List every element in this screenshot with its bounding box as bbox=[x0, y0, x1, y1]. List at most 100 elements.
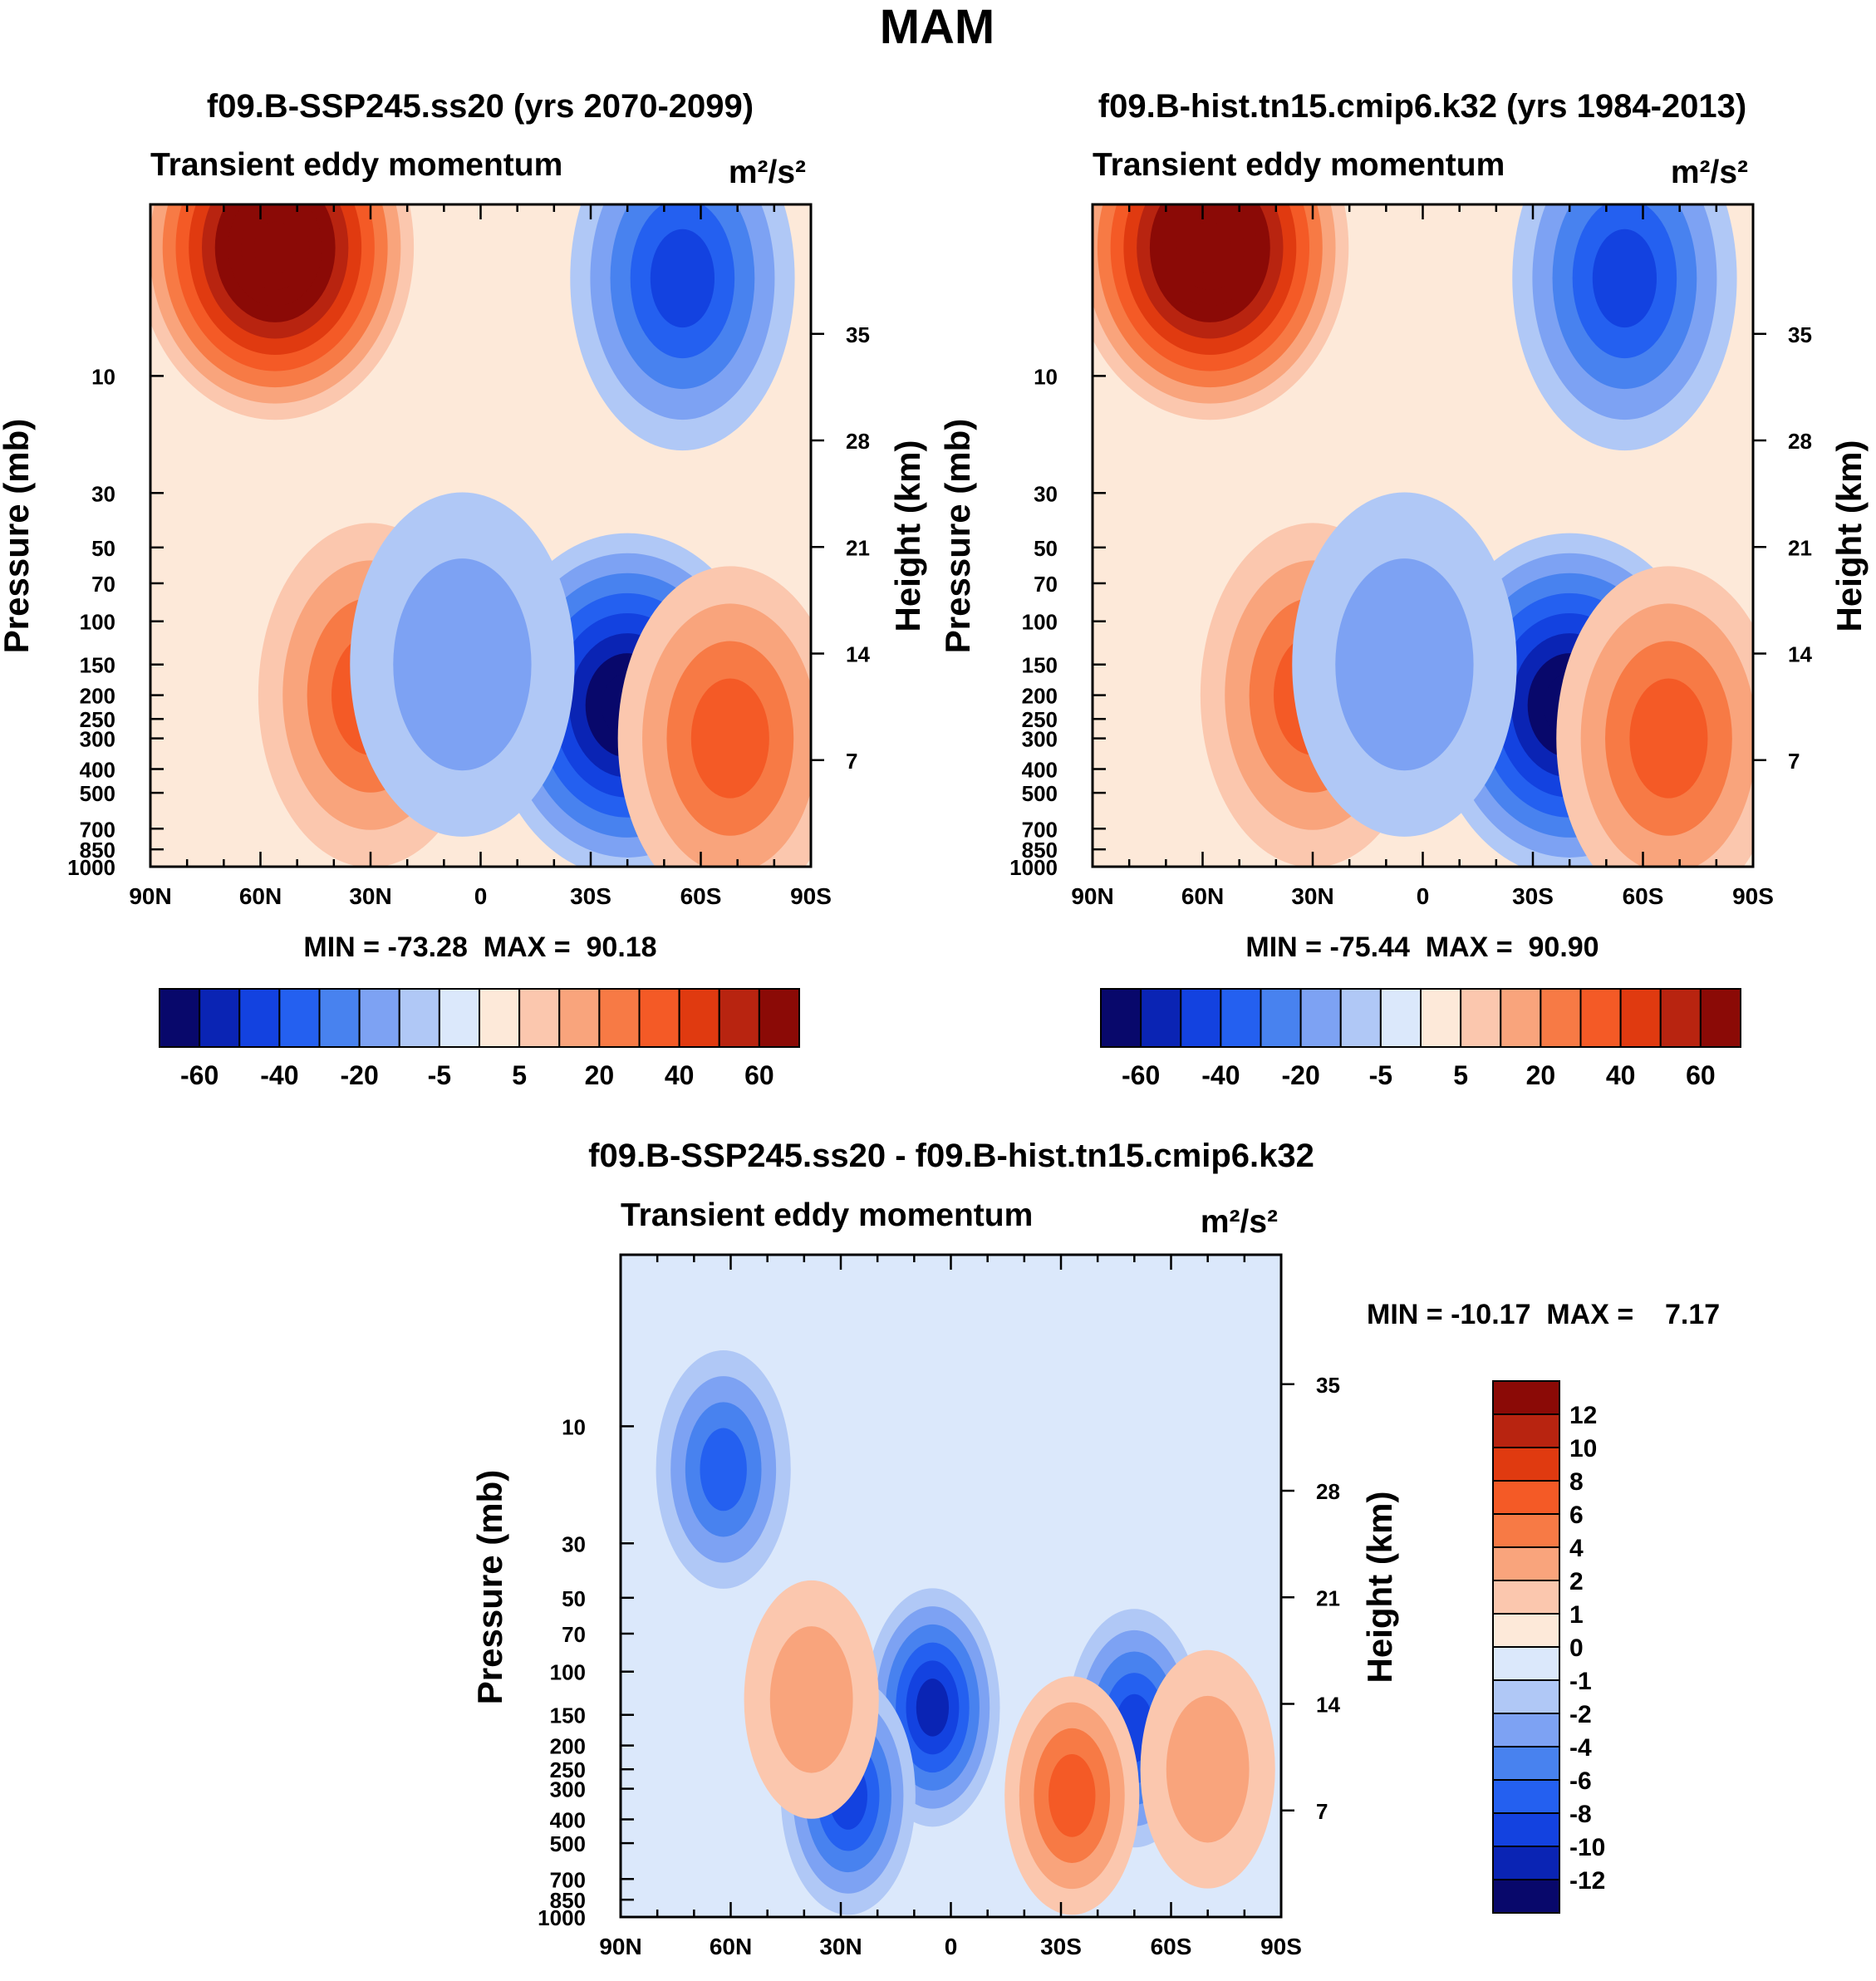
colorbar-box bbox=[1460, 988, 1502, 1048]
panel-title: f09.B-SSP245.ss20 (yrs 2070-2099) bbox=[207, 88, 754, 125]
colorbar-box bbox=[1492, 1513, 1560, 1548]
x-tick-label: 60S bbox=[1151, 1934, 1192, 1959]
y-tick-label: 500 bbox=[550, 1831, 586, 1856]
colorbar-box bbox=[1299, 988, 1342, 1048]
colorbar-box bbox=[1492, 1879, 1560, 1914]
contour-level bbox=[690, 678, 769, 799]
panel-diff: f09.B-SSP245.ss20 - f09.B-hist.tn15.cmip… bbox=[470, 1138, 1720, 1959]
y-tick-label: 100 bbox=[1022, 610, 1058, 635]
colorbar-label: -4 bbox=[1569, 1734, 1592, 1762]
contour-feature bbox=[1556, 566, 1753, 867]
y-tick-label: 400 bbox=[550, 1807, 586, 1832]
contour-feature bbox=[570, 204, 795, 451]
colorbar-box bbox=[479, 988, 521, 1048]
colorbar-label: 1 bbox=[1569, 1601, 1584, 1629]
panel-hist: f09.B-hist.tn15.cmip6.k32 (yrs 1984-2013… bbox=[938, 88, 1869, 1090]
colorbar-box bbox=[758, 988, 800, 1048]
y-tick-label: 100 bbox=[550, 1660, 586, 1685]
colorbar-box bbox=[1579, 988, 1622, 1048]
colorbar-box bbox=[1100, 988, 1142, 1048]
colorbar-box bbox=[1492, 1613, 1560, 1648]
y-axis-label: Pressure (mb) bbox=[938, 419, 977, 653]
colorbar-label: 12 bbox=[1569, 1402, 1597, 1429]
y-tick-label: 100 bbox=[80, 610, 115, 635]
colorbar-label: 60 bbox=[1686, 1060, 1716, 1090]
colorbar-label: -40 bbox=[260, 1060, 298, 1090]
y-tick-label: 700 bbox=[80, 817, 115, 842]
colorbar-label: 60 bbox=[744, 1060, 774, 1090]
contour-level bbox=[769, 1626, 853, 1773]
y-tick-label: 1000 bbox=[67, 855, 115, 880]
y2-tick-label: 21 bbox=[1316, 1585, 1340, 1610]
contour-level bbox=[393, 558, 532, 771]
contour-level bbox=[650, 229, 715, 328]
y2-axis-label: Height (km) bbox=[888, 440, 927, 632]
colorbar-label: -5 bbox=[1369, 1060, 1392, 1090]
contour-feature bbox=[1140, 1649, 1275, 1889]
y-tick-label: 850 bbox=[550, 1888, 586, 1913]
contour-level bbox=[916, 1679, 950, 1737]
x-tick-label: 90N bbox=[1071, 883, 1113, 909]
colorbar-label: -40 bbox=[1201, 1060, 1240, 1090]
y-tick-label: 400 bbox=[1022, 757, 1058, 782]
contour-feature bbox=[1512, 204, 1737, 451]
y-tick-label: 850 bbox=[80, 838, 115, 863]
colorbar-box bbox=[1339, 988, 1382, 1048]
panel-subtitle: Transient eddy momentum bbox=[621, 1197, 1033, 1233]
contour-feature bbox=[656, 1349, 791, 1589]
plot-area bbox=[1093, 204, 1753, 867]
panel-title: f09.B-hist.tn15.cmip6.k32 (yrs 1984-2013… bbox=[1098, 88, 1746, 125]
colorbar-box bbox=[1492, 1546, 1560, 1581]
y-tick-label: 30 bbox=[1034, 481, 1058, 506]
colorbar-box bbox=[1492, 1447, 1560, 1482]
y-tick-label: 250 bbox=[1022, 707, 1058, 732]
colorbar-box bbox=[438, 988, 480, 1048]
y-tick-label: 250 bbox=[550, 1757, 586, 1782]
units-label: m²/s² bbox=[1201, 1204, 1278, 1240]
colorbar-box bbox=[238, 988, 281, 1048]
colorbar-label: 0 bbox=[1569, 1634, 1584, 1662]
colorbar-label: 6 bbox=[1569, 1502, 1584, 1529]
y-tick-label: 30 bbox=[91, 481, 115, 506]
y2-tick-label: 35 bbox=[846, 322, 870, 347]
colorbar-box bbox=[558, 988, 601, 1048]
y-tick-label: 150 bbox=[1022, 653, 1058, 678]
y2-tick-label: 35 bbox=[1316, 1373, 1340, 1398]
y-tick-label: 200 bbox=[550, 1734, 586, 1759]
y-tick-label: 300 bbox=[80, 727, 115, 752]
colorbar-box bbox=[1492, 1480, 1560, 1515]
x-tick-label: 30S bbox=[570, 883, 611, 909]
colorbar-box bbox=[1619, 988, 1662, 1048]
y2-tick-label: 21 bbox=[1788, 535, 1812, 560]
colorbar-box bbox=[358, 988, 400, 1048]
plot-area bbox=[621, 1255, 1281, 1917]
colorbar-box bbox=[718, 988, 760, 1048]
colorbar-box bbox=[1180, 988, 1222, 1048]
colorbar-box bbox=[1492, 1380, 1560, 1415]
x-tick-label: 90S bbox=[790, 883, 832, 909]
x-tick-label: 0 bbox=[1417, 883, 1430, 909]
colorbar-label: 40 bbox=[1606, 1060, 1636, 1090]
y-tick-label: 850 bbox=[1022, 838, 1058, 863]
x-tick-label: 30N bbox=[349, 883, 391, 909]
x-tick-label: 90N bbox=[599, 1934, 641, 1959]
colorbar-label: -8 bbox=[1569, 1801, 1592, 1828]
colorbar-label: -60 bbox=[1122, 1060, 1160, 1090]
x-tick-label: 60S bbox=[1623, 883, 1664, 909]
colorbar-label: 8 bbox=[1569, 1468, 1584, 1496]
colorbar-box bbox=[1420, 988, 1462, 1048]
colorbar-box bbox=[518, 988, 561, 1048]
y2-tick-label: 28 bbox=[1788, 429, 1812, 454]
y2-axis-label: Height (km) bbox=[1360, 1492, 1399, 1684]
colorbar-label: 5 bbox=[512, 1060, 527, 1090]
x-tick-label: 60N bbox=[1181, 883, 1224, 909]
colorbar-box bbox=[1492, 1580, 1560, 1615]
contour-feature bbox=[150, 204, 415, 420]
colorbar-box bbox=[1260, 988, 1302, 1048]
colorbar-label: 40 bbox=[665, 1060, 695, 1090]
y2-tick-label: 7 bbox=[1788, 749, 1800, 774]
x-tick-label: 0 bbox=[474, 883, 488, 909]
y-tick-label: 1000 bbox=[538, 1905, 586, 1930]
colorbar-box bbox=[398, 988, 440, 1048]
colorbar-box bbox=[678, 988, 720, 1048]
